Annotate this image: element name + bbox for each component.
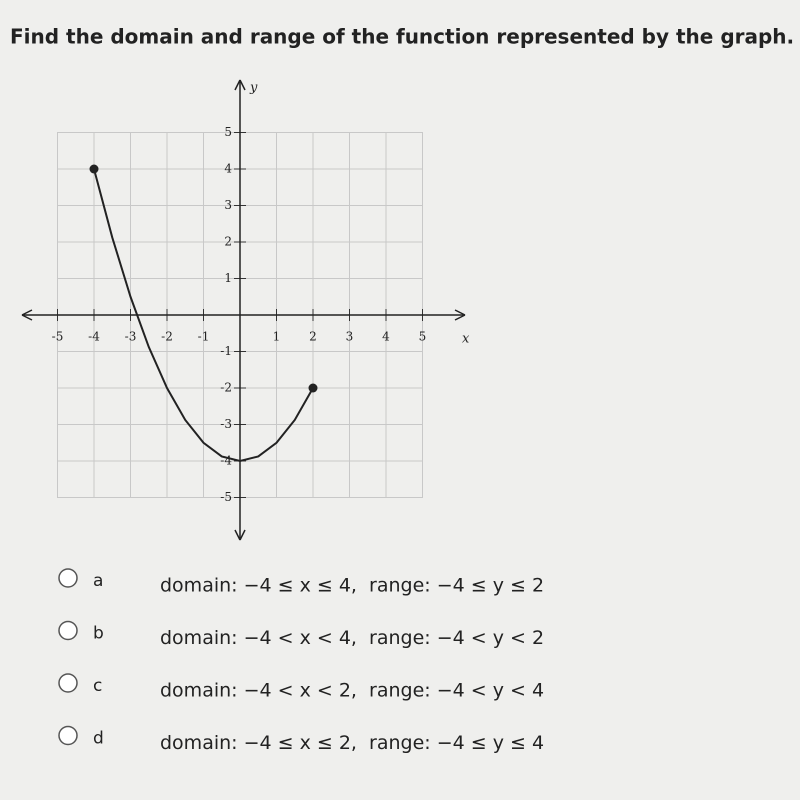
option-text[interactable]: domain: −4 < x < 4, range: −4 < y < 2: [160, 627, 544, 649]
y-tick-label: -2: [220, 381, 232, 395]
y-tick-label: 4: [224, 162, 232, 176]
y-tick-label: -3: [220, 417, 232, 431]
x-tick-label: -1: [198, 330, 210, 344]
option-letter: b: [93, 624, 104, 644]
question: Find the domain and range of the functio…: [10, 25, 794, 49]
y-tick-label: 2: [224, 235, 232, 249]
y-tick-label: 5: [224, 125, 232, 139]
y-axis-label: y: [249, 81, 258, 96]
option-text[interactable]: domain: −4 < x < 2, range: −4 < y < 4: [160, 680, 544, 702]
radio-button[interactable]: [58, 673, 78, 693]
y-tick-label: 1: [224, 271, 232, 285]
x-tick-label: 1: [273, 330, 281, 344]
radio-button[interactable]: [58, 725, 78, 746]
x-tick-label: -3: [125, 330, 137, 344]
y-tick-label: -1: [220, 344, 232, 358]
x-tick-label: -2: [161, 330, 173, 344]
x-tick-label: -4: [88, 330, 100, 344]
x-tick-label: 2: [309, 330, 317, 344]
radio-button[interactable]: [58, 568, 78, 588]
y-tick-label: 3: [224, 198, 232, 212]
y-tick-label: -5: [220, 490, 232, 504]
option-text[interactable]: domain: −4 ≤ x ≤ 2, range: −4 ≤ y ≤ 4: [160, 732, 544, 754]
x-tick-label: -5: [52, 330, 64, 344]
x-axis-label: x: [462, 332, 470, 347]
options: a domain: −4 ≤ x ≤ 4, range: −4 ≤ y ≤ 2 b d…: [58, 568, 544, 754]
x-tick-label: 3: [346, 330, 354, 344]
curve: [93, 168, 314, 463]
x-tick-label: 4: [382, 330, 390, 344]
x-arrow: [21, 309, 466, 321]
x-tick-label: 5: [419, 330, 427, 344]
y-arrow: [234, 79, 246, 541]
option-text[interactable]: domain: −4 ≤ x ≤ 4, range: −4 ≤ y ≤ 2: [160, 575, 544, 597]
endpoint: [308, 383, 318, 393]
radio-button[interactable]: [58, 620, 78, 641]
option-letter: d: [93, 729, 104, 749]
option-letter: a: [93, 571, 103, 591]
option-letter: c: [93, 676, 102, 696]
endpoint: [89, 164, 99, 174]
